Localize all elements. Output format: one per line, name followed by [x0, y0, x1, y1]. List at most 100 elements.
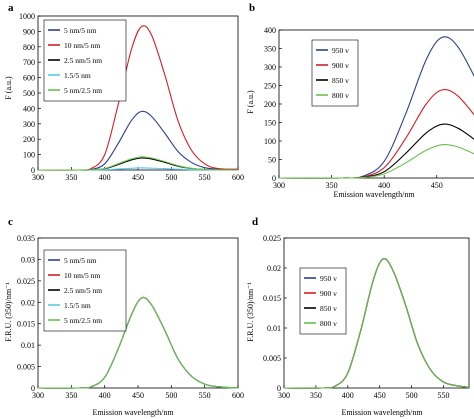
panel-b-legend-label: 800 v: [332, 91, 349, 100]
panel-b-xtick-label: 300: [273, 181, 285, 190]
panel-d-xtick-label: 550: [437, 391, 449, 400]
panel-d-xtick-label: 350: [310, 391, 322, 400]
panel-d-series-line: [283, 258, 470, 389]
panel-a-ytick-label: 0: [31, 166, 35, 175]
panel-c-ytick-label: 0.01: [21, 341, 35, 350]
panel-a-series-line: [37, 25, 239, 171]
panel-a-ytick-label: 1000: [19, 12, 35, 21]
panel-c-xlabel: Emission wavelength/nm: [92, 408, 174, 417]
panel-d-ytick-label: 0.005: [263, 354, 281, 363]
panel-d-letter: d: [252, 216, 258, 228]
panel-b-legend-label: 950 v: [332, 46, 349, 55]
panel-a-ytick-label: 500: [23, 89, 35, 98]
panel-c-ytick-label: 0: [31, 384, 35, 393]
panel-c-xtick-label: 350: [65, 391, 77, 400]
panel-c-xtick-label: 500: [165, 391, 177, 400]
panel-d-plot-frame: [283, 237, 470, 389]
panel-d-ytick-label: 0.015: [263, 294, 281, 303]
panel-c-xtick-label: 550: [199, 391, 211, 400]
panel-d-ylabel: F.R.U. (350)/nm⁻¹: [246, 282, 255, 342]
panel-c-ylabel: F.R.U. (350)/nm⁻¹: [4, 282, 13, 342]
panel-a-ylabel: F (a.u.): [4, 76, 13, 100]
panel-c-xtick-label: 600: [232, 391, 244, 400]
panel-a-series-line: [37, 110, 239, 171]
panel-d-ytick-label: 0.01: [267, 324, 281, 333]
panel-a-ytick-label: 600: [23, 74, 35, 83]
panel-b-ytick-label: 350: [264, 45, 276, 54]
panel-a-ytick-label: 700: [23, 58, 35, 67]
panel-d-legend-label: 950 v: [320, 274, 337, 283]
panel-b-xtick-label: 450: [431, 181, 443, 190]
panel-c-ytick-label: 0.035: [17, 234, 35, 243]
panel-d-legend-label: 900 v: [320, 289, 337, 298]
panel-a-xtick-label: 450: [132, 173, 144, 182]
panel-a-xtick-label: 550: [199, 173, 211, 182]
panel-b-xtick-label: 400: [378, 181, 390, 190]
panel-b-xtick-label: 350: [326, 181, 338, 190]
panel-a-ytick-label: 900: [23, 27, 35, 36]
panel-d-ytick-label: 0: [277, 384, 281, 393]
panel-d-xtick-label: 300: [278, 391, 290, 400]
panel-b: b F (a.u.) Emission wavelength/nm 300 350…: [246, 2, 474, 199]
panel-c-marks: 300 350 400 450 500 550 600 0 0.005 0.01 0.015 0.02…: [17, 234, 244, 400]
panel-b-ytick-label: 300: [264, 63, 276, 72]
panel-a-xtick-label: 400: [99, 173, 111, 182]
panel-a-legend-label: 1.5/5 nm: [64, 71, 91, 80]
panel-b-legend-label: 850 v: [332, 76, 349, 85]
panel-d-xtick-label: 400: [342, 391, 354, 400]
panel-b-ytick-label: 400: [264, 26, 276, 35]
panel-b-plot-frame: [278, 29, 474, 179]
panel-b-series-line: [278, 36, 474, 179]
panel-a-marks: 300 350 400 450 500 550 600 0 100 200 300 400 500 600…: [19, 12, 244, 182]
panel-c-series-line: [37, 296, 239, 389]
panel-a: a F (a.u.) 300 350 400 450 500 550 60001002003…: [4, 2, 244, 182]
panel-b-marks: 3003504004505005500501001502002503003504…: [264, 26, 474, 190]
panel-d-xlabel: Emission wavelength/nm: [341, 408, 423, 417]
panel-c: c F.R.U. (350)/nm⁻¹ Emission wavelength/…: [4, 216, 244, 417]
panel-a-series-line: [38, 156, 239, 171]
panel-b-ytick-label: 100: [264, 137, 276, 146]
panel-d-ytick-label: 0.02: [267, 264, 281, 273]
panel-a-xtick-label: 500: [165, 173, 177, 182]
panel-a-ytick-label: 200: [23, 135, 35, 144]
panel-d-legend-label: 800 v: [320, 319, 337, 328]
panel-b-ytick-label: 250: [264, 82, 276, 91]
panel-d-xtick-label: 450: [374, 391, 386, 400]
panel-b-series-line: [278, 89, 474, 179]
panel-a-letter: a: [8, 2, 14, 14]
panel-c-letter: c: [8, 216, 13, 228]
panel-c-xtick-label: 450: [132, 391, 144, 400]
panel-a-legend-label: 2.5 nm/5 nm: [64, 56, 102, 65]
panel-c-ytick-label: 0.005: [17, 363, 35, 372]
panel-c-legend-label: 1.5/5 nm: [64, 301, 91, 310]
panel-c-legend-label: 5 nm/2.5 nm: [64, 316, 102, 325]
panel-c-ytick-label: 0.015: [17, 320, 35, 329]
panel-c-legend-label: 10 nm/5 nm: [64, 271, 100, 280]
panel-b-xlabel: Emission wavelength/nm: [333, 190, 415, 199]
panel-c-xtick-label: 400: [99, 391, 111, 400]
panel-b-letter: b: [249, 2, 255, 14]
panel-a-ytick-label: 800: [23, 43, 35, 52]
panel-d: d F.R.U. (350)/nm⁻¹ Emission wavelength/…: [246, 216, 470, 417]
panel-a-xtick-label: 350: [65, 173, 77, 182]
panel-a-legend-label: 5 nm/5 nm: [64, 26, 97, 35]
panel-a-legend-label: 5 nm/2.5 nm: [64, 86, 102, 95]
panel-a-xtick-label: 300: [32, 173, 44, 182]
panel-b-legend-label: 900 v: [332, 61, 349, 70]
panel-b-ytick-label: 200: [264, 100, 276, 109]
panel-c-xtick-label: 300: [32, 391, 44, 400]
panel-a-ytick-label: 100: [23, 151, 35, 160]
panel-b-series-line: [278, 143, 474, 179]
panel-d-ytick-label: 0.025: [263, 234, 281, 243]
panel-c-legend-label: 2.5 nm/5 nm: [64, 286, 102, 295]
panel-a-ytick-label: 400: [23, 104, 35, 113]
panel-c-ytick-label: 0.03: [21, 255, 35, 264]
panel-a-legend-label: 10 nm/5 nm: [64, 41, 100, 50]
panel-d-legend-label: 850 v: [320, 304, 337, 313]
panel-b-ytick-label: 50: [268, 156, 276, 165]
panel-d-marks: 300 350 400 450 500 550 0 0.005 0.01 0.015 0.02 0.0…: [263, 234, 470, 400]
panel-b-ytick-label: 150: [264, 119, 276, 128]
panel-c-ytick-label: 0.02: [21, 298, 35, 307]
panel-d-xtick-label: 500: [406, 391, 418, 400]
